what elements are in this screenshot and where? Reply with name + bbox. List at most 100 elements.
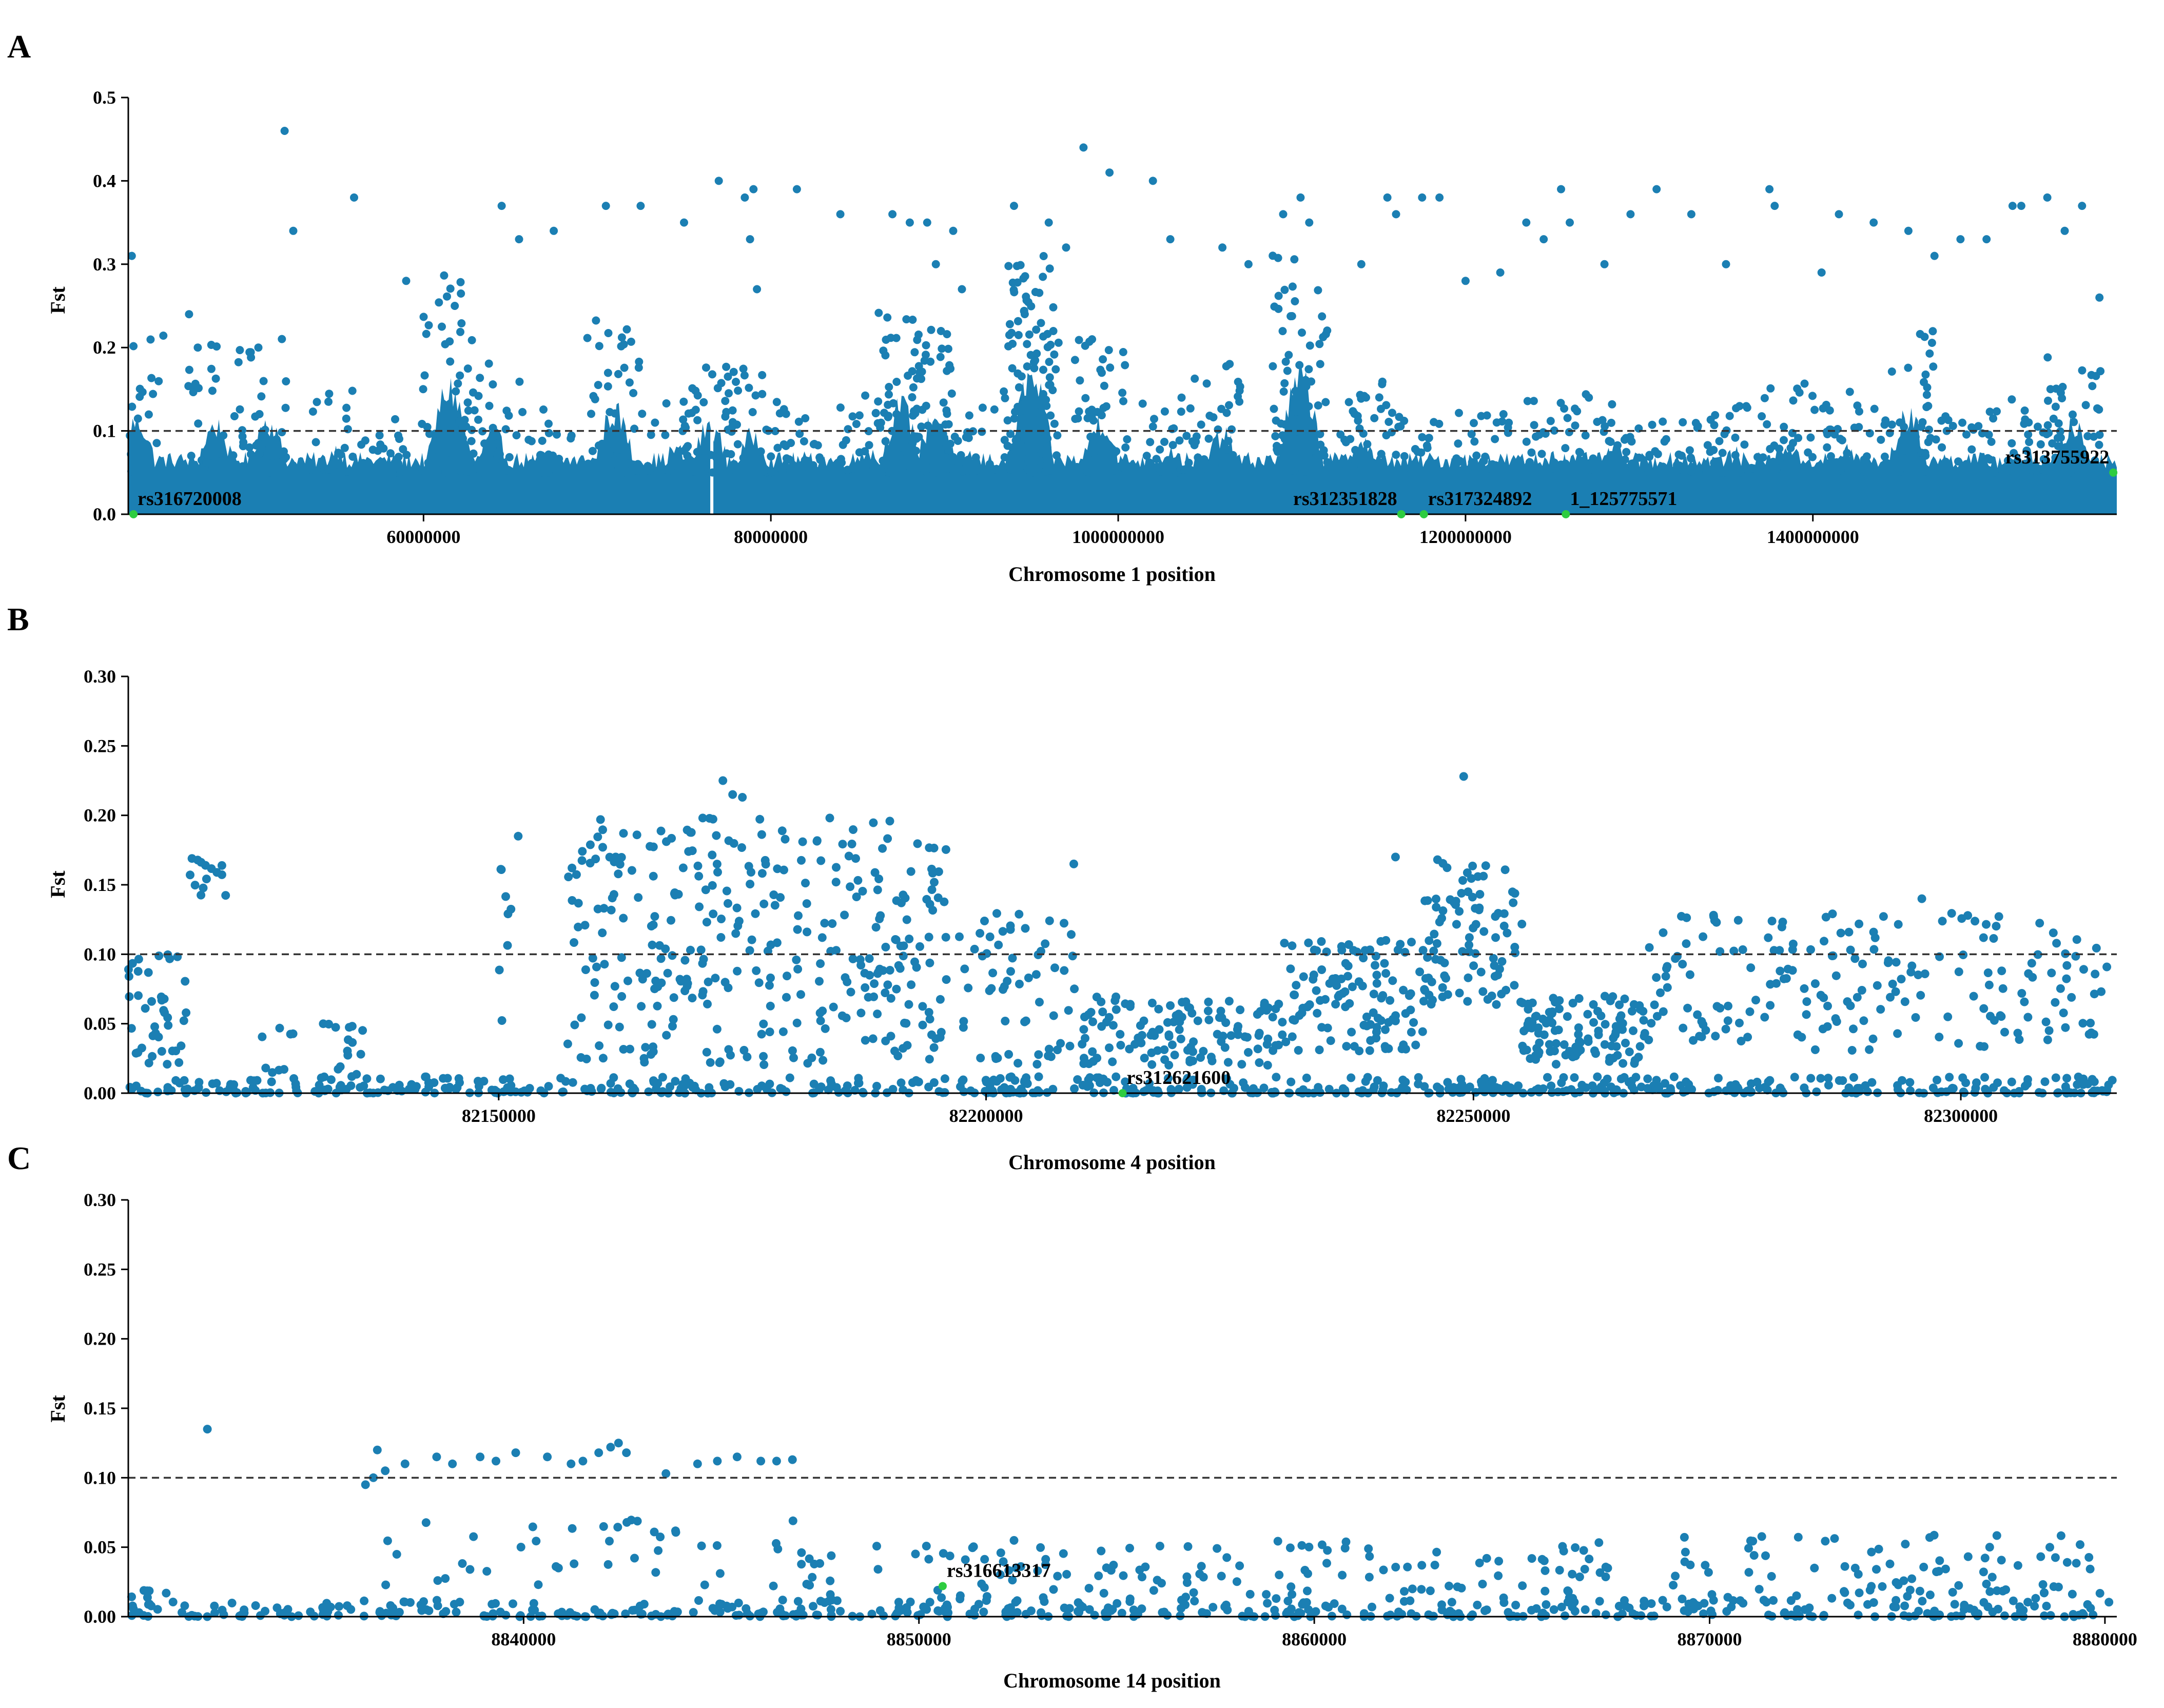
data-point bbox=[1685, 970, 1694, 979]
data-point bbox=[1148, 1027, 1157, 1037]
baseline-point bbox=[1486, 1083, 1495, 1092]
baseline-point bbox=[523, 1088, 532, 1097]
data-point bbox=[765, 981, 774, 990]
data-point bbox=[368, 445, 377, 454]
data-point bbox=[650, 1527, 659, 1537]
data-point bbox=[1317, 965, 1327, 974]
data-point bbox=[230, 412, 239, 420]
data-point bbox=[2035, 919, 2044, 928]
data-point bbox=[1806, 945, 1815, 954]
data-point bbox=[1045, 358, 1054, 366]
baseline-point bbox=[1070, 1084, 1079, 1093]
data-point bbox=[1362, 1012, 1371, 1021]
outlier-point bbox=[601, 202, 610, 210]
data-point bbox=[146, 335, 155, 344]
baseline-point bbox=[1905, 1078, 1915, 1087]
data-point bbox=[731, 929, 740, 938]
data-point bbox=[1860, 467, 1868, 476]
data-point bbox=[912, 447, 920, 455]
data-point bbox=[1214, 425, 1222, 434]
data-point bbox=[1135, 1565, 1144, 1575]
baseline-point bbox=[1433, 1082, 1442, 1092]
data-point bbox=[917, 422, 926, 431]
data-point bbox=[1278, 1030, 1287, 1039]
data-point bbox=[553, 430, 561, 439]
data-point bbox=[1776, 966, 1785, 976]
data-point bbox=[1723, 1593, 1732, 1602]
baseline-point bbox=[2023, 1075, 2032, 1084]
data-point bbox=[1119, 397, 1127, 405]
data-point bbox=[1894, 1580, 1903, 1589]
data-point bbox=[446, 284, 455, 293]
data-point bbox=[1656, 988, 1665, 997]
data-point bbox=[800, 437, 808, 445]
baseline-point bbox=[1443, 1078, 1452, 1087]
data-point bbox=[2058, 394, 2066, 402]
baseline-point bbox=[1760, 1083, 1769, 1092]
data-point bbox=[1701, 1561, 1710, 1570]
baseline-point bbox=[1898, 1076, 1906, 1085]
data-point bbox=[1551, 1039, 1561, 1048]
data-point bbox=[1499, 921, 1509, 930]
data-point bbox=[1925, 425, 1933, 434]
data-point bbox=[1039, 1593, 1048, 1602]
data-point bbox=[1497, 957, 1507, 966]
data-point bbox=[1059, 1549, 1068, 1558]
data-point bbox=[1405, 991, 1414, 1000]
data-point bbox=[2039, 1588, 2049, 1598]
data-point bbox=[1275, 1570, 1284, 1580]
data-point bbox=[1426, 1586, 1435, 1596]
baseline-point bbox=[1017, 1084, 1026, 1094]
data-point bbox=[133, 414, 142, 423]
data-point bbox=[645, 467, 654, 475]
data-point bbox=[1880, 452, 1889, 461]
data-point bbox=[646, 842, 655, 851]
data-point bbox=[2078, 366, 2087, 375]
data-point bbox=[1648, 420, 1656, 429]
data-point bbox=[1041, 1555, 1050, 1564]
data-point bbox=[311, 438, 320, 447]
data-point bbox=[489, 380, 497, 389]
data-point bbox=[826, 1576, 835, 1585]
data-point bbox=[1844, 463, 1853, 472]
data-point bbox=[234, 358, 243, 366]
data-point bbox=[1538, 1015, 1547, 1023]
upper-point bbox=[511, 1448, 520, 1458]
data-point bbox=[544, 468, 553, 477]
y-tick-label: 0.20 bbox=[84, 805, 116, 826]
baseline-point bbox=[450, 1600, 459, 1609]
data-point bbox=[1290, 1016, 1299, 1025]
baseline-point bbox=[1636, 1611, 1646, 1620]
upper-point bbox=[432, 1452, 441, 1462]
data-point bbox=[1792, 1591, 1801, 1600]
data-point bbox=[1424, 461, 1432, 470]
data-point bbox=[978, 952, 987, 961]
baseline-point bbox=[1137, 1604, 1146, 1614]
data-point bbox=[230, 461, 239, 470]
data-point bbox=[1539, 1030, 1549, 1039]
data-point bbox=[1017, 457, 1025, 465]
data-point bbox=[1463, 997, 1472, 1006]
data-point bbox=[1979, 1004, 1988, 1013]
data-point bbox=[1112, 447, 1121, 456]
data-point bbox=[970, 944, 979, 954]
data-point bbox=[2095, 431, 2104, 439]
data-point bbox=[1993, 407, 2001, 416]
baseline-point bbox=[1296, 1609, 1305, 1618]
data-point bbox=[207, 364, 216, 373]
data-point bbox=[1380, 959, 1389, 968]
data-point bbox=[1810, 979, 1820, 988]
baseline-point bbox=[1849, 1073, 1858, 1082]
data-point bbox=[1870, 404, 1879, 413]
data-point bbox=[1317, 937, 1326, 946]
data-point bbox=[1451, 897, 1460, 906]
data-point bbox=[1703, 441, 1712, 450]
data-point bbox=[1288, 415, 1297, 423]
data-point bbox=[127, 1592, 136, 1601]
data-point bbox=[1088, 335, 1097, 344]
data-point bbox=[1288, 282, 1297, 291]
data-point bbox=[396, 468, 405, 476]
data-point bbox=[1395, 413, 1403, 421]
outlier-point bbox=[888, 210, 897, 219]
data-point bbox=[1876, 1005, 1885, 1014]
